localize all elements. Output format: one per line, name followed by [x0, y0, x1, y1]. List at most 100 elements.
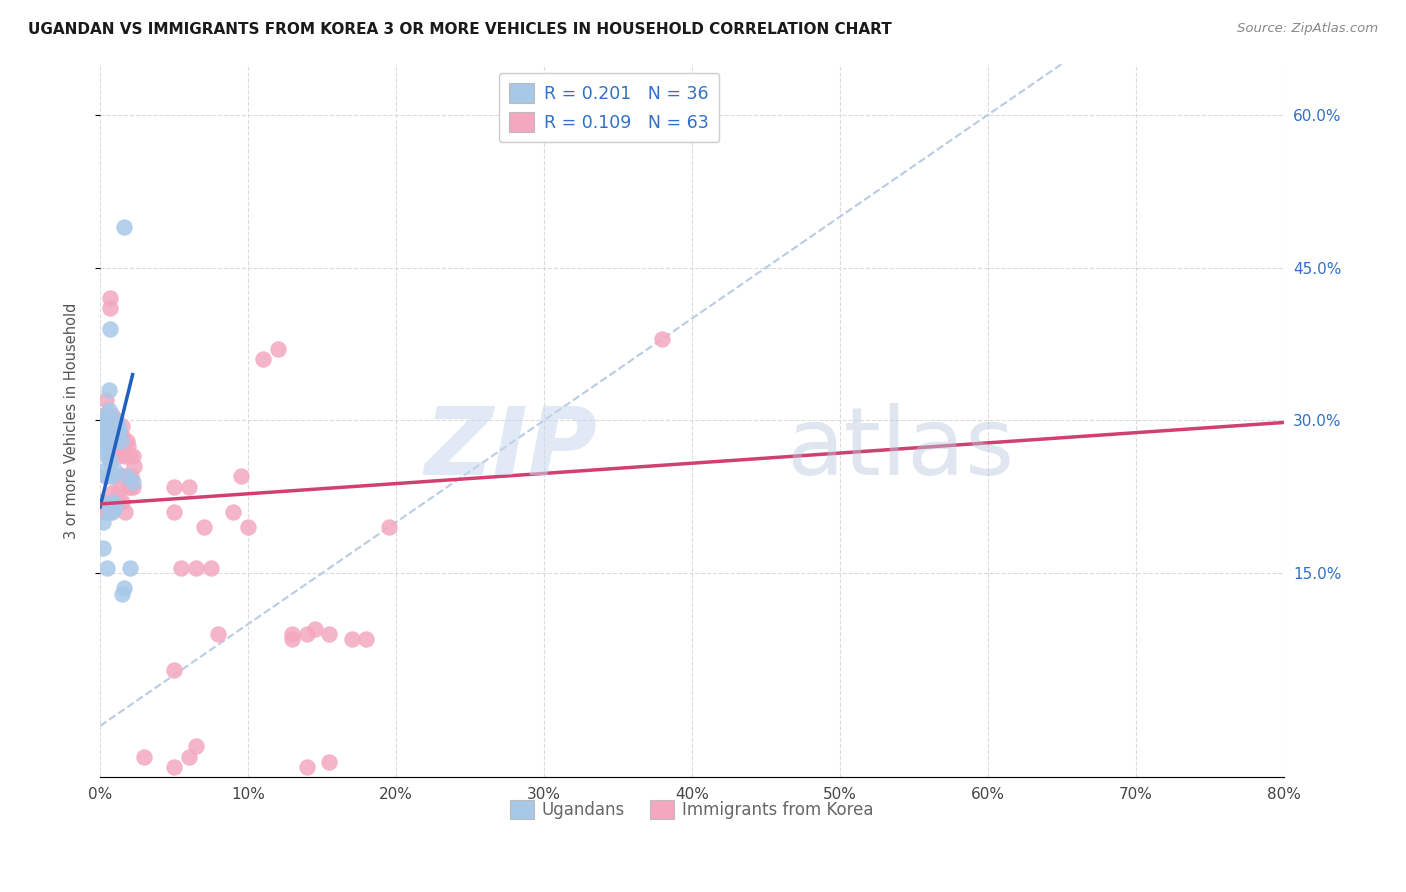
Point [103, 428, 125, 442]
Point [104, 444, 127, 458]
Point [107, 484, 129, 499]
Point [117, 480, 139, 494]
Point [222, 505, 245, 519]
Point [94, 469, 117, 483]
Point [94, 393, 117, 408]
Point [114, 449, 136, 463]
Point [356, 632, 378, 647]
Point [108, 424, 131, 438]
Point [121, 475, 143, 489]
Point [100, 454, 122, 468]
Point [281, 627, 304, 641]
Point [93, 505, 115, 519]
Point [104, 418, 127, 433]
Point [105, 469, 128, 483]
Point [96, 418, 118, 433]
Point [110, 469, 132, 483]
Point [115, 469, 138, 483]
Point [115, 434, 138, 448]
Point [121, 449, 143, 463]
Point [100, 505, 122, 519]
Point [107, 418, 129, 433]
Point [266, 342, 288, 356]
Point [117, 439, 139, 453]
Point [93, 409, 115, 423]
Point [186, 561, 208, 575]
Point [295, 627, 318, 641]
Point [104, 434, 127, 448]
Point [120, 469, 142, 483]
Point [111, 428, 134, 442]
Text: UGANDAN VS IMMIGRANTS FROM KOREA 3 OR MORE VEHICLES IN HOUSEHOLD CORRELATION CHA: UGANDAN VS IMMIGRANTS FROM KOREA 3 OR MO… [28, 22, 891, 37]
Text: ZIP: ZIP [425, 403, 598, 495]
Point [96, 561, 118, 575]
Point [118, 480, 141, 494]
Point [103, 495, 125, 509]
Point [96, 505, 118, 519]
Point [111, 495, 134, 509]
Point [100, 413, 122, 427]
Point [112, 582, 135, 596]
Point [112, 439, 135, 453]
Point [97, 403, 120, 417]
Point [110, 434, 132, 448]
Point [94, 434, 117, 448]
Point [100, 454, 122, 468]
Point [97, 418, 120, 433]
Point [104, 434, 127, 448]
Point [281, 632, 304, 647]
Text: atlas: atlas [786, 403, 1015, 495]
Point [100, 322, 122, 336]
Point [122, 459, 145, 474]
Point [103, 484, 125, 499]
Point [229, 469, 252, 483]
Point [105, 413, 128, 427]
Point [100, 291, 122, 305]
Point [104, 464, 127, 478]
Point [163, 760, 186, 774]
Point [114, 505, 136, 519]
Point [105, 434, 128, 448]
Point [177, 480, 200, 494]
Point [134, 749, 156, 764]
Point [94, 444, 117, 458]
Point [91, 495, 114, 509]
Point [340, 632, 363, 647]
Point [112, 469, 135, 483]
Point [163, 663, 186, 677]
Point [93, 413, 115, 427]
Point [101, 505, 124, 519]
Point [177, 749, 200, 764]
Point [111, 418, 134, 433]
Point [94, 469, 117, 483]
Point [115, 469, 138, 483]
Point [91, 541, 114, 555]
Point [236, 520, 259, 534]
Point [96, 409, 118, 423]
Point [107, 428, 129, 442]
Point [101, 495, 124, 509]
Point [111, 586, 134, 600]
Point [118, 449, 141, 463]
Point [377, 520, 399, 534]
Point [93, 424, 115, 438]
Point [97, 439, 120, 453]
Point [207, 627, 229, 641]
Point [96, 418, 118, 433]
Point [112, 219, 135, 234]
Point [651, 332, 673, 346]
Point [252, 352, 274, 367]
Point [100, 301, 122, 316]
Point [108, 495, 131, 509]
Point [101, 469, 124, 483]
Point [91, 516, 114, 530]
Point [186, 739, 208, 754]
Point [107, 418, 129, 433]
Point [97, 428, 120, 442]
Point [104, 469, 127, 483]
Point [118, 561, 141, 575]
Point [93, 434, 115, 448]
Point [101, 409, 124, 423]
Point [96, 449, 118, 463]
Point [91, 495, 114, 509]
